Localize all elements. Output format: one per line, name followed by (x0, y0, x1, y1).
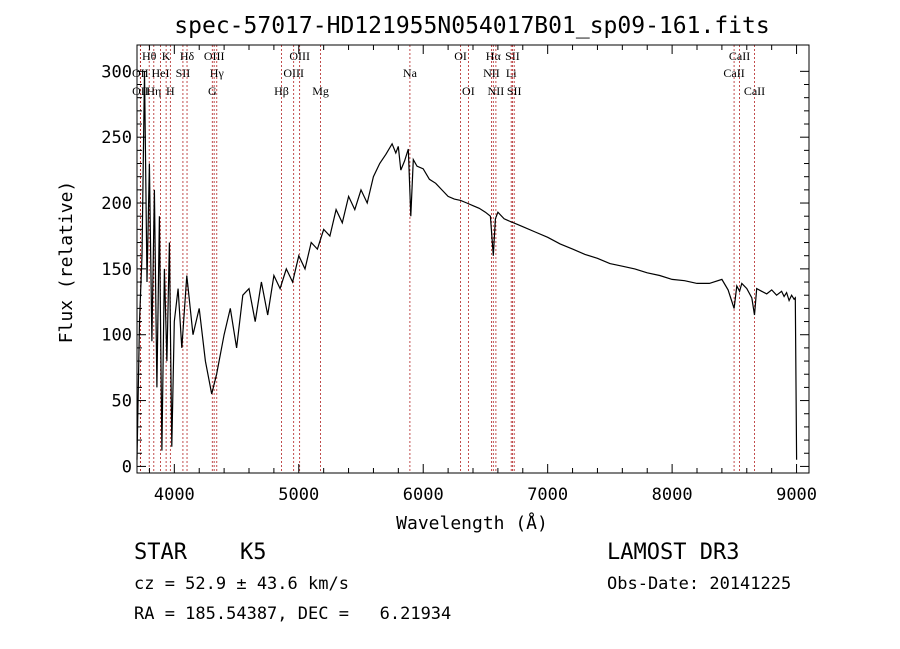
line-id-label: OIII (289, 49, 310, 63)
line-id-label: SII (505, 49, 520, 63)
line-id-label: Hη (146, 84, 161, 98)
line-id-label: NII (488, 84, 505, 98)
y-tick-label: 250 (101, 128, 132, 148)
line-id-label: HeI (152, 66, 170, 80)
redshift-text: cz = 52.9 ± 43.6 km/s (134, 574, 349, 594)
class-label: STAR (134, 540, 187, 565)
x-axis: 4000 5000 6000 7000 8000 9000 (148, 45, 817, 505)
y-tick-label: 0 (122, 457, 132, 477)
line-id-label: K (162, 49, 171, 63)
x-tick-label: 6000 (403, 485, 444, 505)
y-tick-label: 300 (101, 62, 132, 82)
line-id-label: OIII (204, 49, 225, 63)
line-id-label: CaII (723, 66, 744, 80)
line-id-label: OI (454, 49, 467, 63)
line-id-label: CaII (744, 84, 765, 98)
y-tick-label: 50 (112, 392, 132, 412)
obs-date-text: Obs-Date: 20141225 (607, 574, 792, 594)
chart-title: spec-57017-HD121955N054017B01_sp09-161.f… (174, 13, 769, 39)
line-id-label: Hδ (180, 49, 195, 63)
survey-label: LAMOST DR3 (607, 540, 740, 565)
y-tick-label: 100 (101, 326, 132, 346)
y-tick-label: 200 (101, 194, 132, 214)
line-id-label: NII (483, 66, 500, 80)
x-tick-label: 7000 (527, 485, 568, 505)
line-id-label: Hγ (210, 66, 225, 80)
line-id-label: OIII (283, 66, 304, 80)
line-id-label: SII (176, 66, 191, 80)
x-tick-label: 9000 (776, 485, 817, 505)
line-id-label: Mg (312, 84, 329, 98)
subclass-label: K5 (240, 540, 267, 565)
line-id-label: H (166, 84, 175, 98)
line-id-label: CaII (729, 49, 750, 63)
y-axis-label: Flux (relative) (56, 181, 77, 344)
x-axis-label: Wavelength (Å) (396, 512, 548, 534)
line-id-label: Hθ (142, 49, 157, 63)
y-axis: 0 50 100 150 200 250 300 (101, 62, 809, 477)
line-id-label: Na (403, 66, 418, 80)
spectrum-line (136, 71, 798, 460)
x-tick-label: 5000 (278, 485, 319, 505)
x-tick-label: 4000 (154, 485, 195, 505)
y-tick-label: 150 (101, 260, 132, 280)
x-tick-label: 8000 (652, 485, 693, 505)
line-id-label: Hβ (274, 84, 289, 98)
line-id-label: SII (507, 84, 522, 98)
line-id-label: OI (462, 84, 475, 98)
line-id-label: Hα (486, 49, 502, 63)
plot-frame (136, 44, 810, 474)
radec-text: RA = 185.54387, DEC = 6.21934 (134, 604, 452, 624)
line-id-label: G (208, 84, 217, 98)
line-id-label: Li (506, 66, 517, 80)
